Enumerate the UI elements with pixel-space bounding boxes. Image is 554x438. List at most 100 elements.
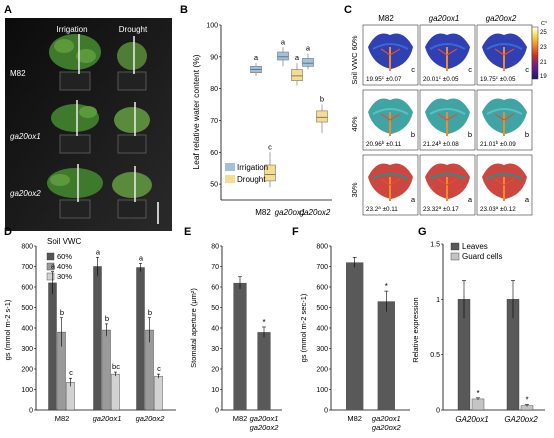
d-bar xyxy=(66,382,75,411)
thermal-cell: 23.03a ±0.12a xyxy=(476,154,533,216)
d-sig-letter: a xyxy=(139,253,144,262)
plant-ga20ox2-irrigation xyxy=(47,164,103,219)
panel-a-plants xyxy=(47,34,159,224)
plant-ga20ox1-irrigation xyxy=(51,100,99,154)
panel-c-colorbar: C° 25 23 21 19 xyxy=(531,21,547,80)
g-legend-label: Leaves xyxy=(462,242,488,251)
thermal-vein xyxy=(380,178,391,186)
thermal-temp-label: 23.03a ±0.12 xyxy=(480,205,516,213)
b-y-tick-label: 90 xyxy=(210,54,218,61)
thermal-sig-letter: c xyxy=(468,65,472,74)
plant-ga20ox2-drought xyxy=(112,166,152,219)
thermal-vein xyxy=(494,178,505,186)
d-y-tick-label: 600 xyxy=(21,285,33,292)
thermal-temp-label: 20.01c ±0.05 xyxy=(423,75,459,83)
d-ylabel: gs (mmol m-2 s-1) xyxy=(3,299,12,360)
d-y-tick-label: 200 xyxy=(21,367,33,374)
thermal-temp-label: 21.01b ±0.09 xyxy=(480,140,516,148)
panel-e-letter: E xyxy=(184,226,191,238)
e-y-tick-label: 50 xyxy=(211,305,219,312)
colorbar xyxy=(531,26,539,80)
thermal-vein xyxy=(380,113,391,121)
d-sig-letter: b xyxy=(60,308,64,317)
b-y-tick-label: 70 xyxy=(210,118,218,125)
d-legend-title: Soil VWC xyxy=(47,237,81,246)
e-y-tick-label: 30 xyxy=(211,346,219,353)
thermal-sig-letter: a xyxy=(525,195,530,204)
f-x-tick-line: ga20ox1 xyxy=(372,414,401,423)
g-x-tick-label: GA20ox2 xyxy=(504,415,538,424)
thermal-vein xyxy=(437,48,448,56)
thermal-temp-value: 20.96 xyxy=(366,141,382,148)
colorbar-tick-25: 25 xyxy=(540,30,547,36)
thermal-temp-sup: a xyxy=(378,205,381,210)
e-y-tick-label: 60 xyxy=(211,285,219,292)
thermal-temp-sup: c xyxy=(496,75,499,80)
d-y-tick-label: 0 xyxy=(29,408,33,415)
b-sig-letter: a xyxy=(306,44,311,53)
g-sig-mark: * xyxy=(525,395,528,404)
thermal-sig-letter: b xyxy=(411,130,415,139)
thermal-cell: 19.95c ±0.07c xyxy=(362,24,419,86)
thermal-temp-value: 23.03 xyxy=(480,206,496,213)
g-y-tick-label: 0.5 xyxy=(430,352,440,359)
f-x-tick-line: ga20ox2 xyxy=(372,423,402,432)
panel-g-letter: G xyxy=(418,226,427,238)
f-y-tick-label: 0 xyxy=(324,408,328,415)
f-y-tick-label: 400 xyxy=(316,326,328,333)
f-y-tick-label: 100 xyxy=(316,387,328,394)
d-bar xyxy=(111,373,120,411)
e-x-tick-line: ga20ox2 xyxy=(250,423,280,432)
panel-a-col-drought: Drought xyxy=(119,25,148,34)
d-y-tick-label: 800 xyxy=(21,244,33,251)
g-bar xyxy=(471,398,485,411)
thermal-vein xyxy=(503,48,515,56)
panel-f-letter: F xyxy=(292,226,299,238)
thermal-temp-sup: a xyxy=(496,205,499,210)
thermal-cell: 21.24b ±0.08b xyxy=(419,89,476,151)
f-y-tick-label: 600 xyxy=(316,285,328,292)
thermal-temp-value: 19.95 xyxy=(366,76,382,83)
thermal-sig-letter: b xyxy=(525,130,529,139)
d-bar xyxy=(48,282,57,411)
b-legend-label: Irrigation xyxy=(237,163,268,172)
b-y-tick-label: 100 xyxy=(206,23,218,30)
b-x-tick-label: M82 xyxy=(255,208,271,217)
b-x-tick-label: ga20ox2 xyxy=(300,208,331,217)
e-x-tick-line: ga20ox1 xyxy=(250,414,279,423)
g-y-tick-label: 1 xyxy=(436,297,440,304)
panel-a: A xyxy=(4,4,172,231)
e-x-tick-line: M82 xyxy=(233,414,248,423)
b-box xyxy=(316,110,328,123)
d-legend-label: 60% xyxy=(57,252,72,261)
g-sig-mark: * xyxy=(476,389,479,398)
panel-a-letter: A xyxy=(4,4,12,16)
d-sig-letter: a xyxy=(96,247,101,256)
panel-a-row-ga20ox2: ga20ox2 xyxy=(10,189,41,198)
d-sig-letter: b xyxy=(148,308,152,317)
e-y-tick-label: 80 xyxy=(211,244,219,251)
b-sig-letter: a xyxy=(281,37,286,46)
panel-c-col-ga20ox2: ga20ox2 xyxy=(486,14,517,23)
panel-d: D 0 100 200 300 400 500 600 700 800 gs (mmol m-2 … xyxy=(3,226,176,423)
thermal-temp-sup: a xyxy=(439,205,442,210)
thermal-temp-err: ±0.09 xyxy=(498,141,516,148)
panel-d-chart: 0 100 200 300 400 500 600 700 800 gs (mmol m-2 s-… xyxy=(3,237,176,423)
thermal-temp-err: ±0.11 xyxy=(381,206,398,213)
thermal-temp-label: 20.96b ±0.11 xyxy=(366,140,402,148)
b-box xyxy=(277,51,289,61)
d-x-tick-label: ga20ox1 xyxy=(93,414,122,423)
panel-c-row-40: 40% xyxy=(350,116,359,131)
thermal-temp-err: ±0.11 xyxy=(384,141,401,148)
d-sig-letter: b xyxy=(105,314,109,323)
panel-e-chart: 0 10 20 30 40 50 60 70 80 Stomatal aperture (μm²)… xyxy=(189,244,282,432)
b-sig-letter: a xyxy=(254,53,259,62)
thermal-vein xyxy=(446,113,458,121)
thermal-temp-label: 19.95c ±0.07 xyxy=(366,75,402,83)
thermal-temp-sup: c xyxy=(439,75,442,80)
e-x-tick-label: M82 xyxy=(233,414,248,423)
panel-a-row-ga20ox1: ga20ox1 xyxy=(10,132,41,141)
b-y-tick-label: 80 xyxy=(210,86,218,93)
e-sig-mark: * xyxy=(262,318,265,327)
thermal-sig-letter: b xyxy=(468,130,472,139)
